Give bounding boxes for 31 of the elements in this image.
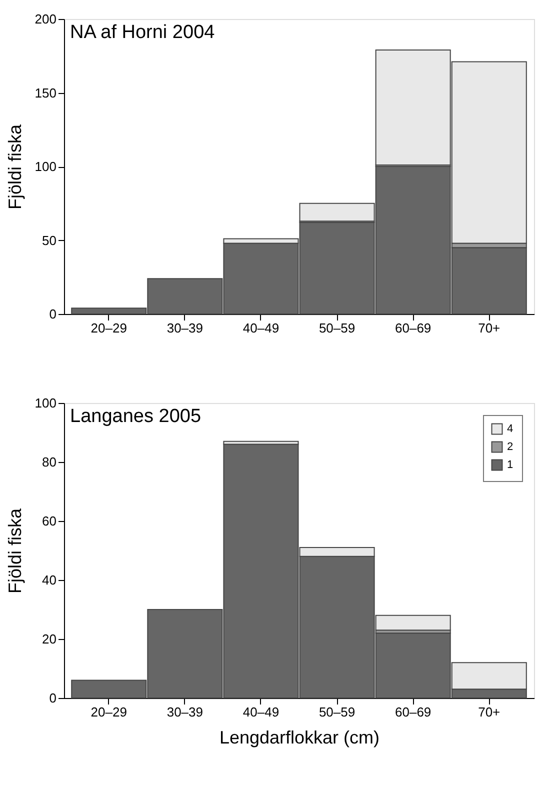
x-tick-label: 70+ <box>478 320 500 336</box>
y-axis-title: Fjöldi fiska <box>4 508 25 594</box>
legend-label: 1 <box>507 459 514 471</box>
x-tick-label: 40–49 <box>242 320 280 336</box>
y-tick-label: 100 <box>34 159 56 174</box>
legend-label: 4 <box>507 423 514 435</box>
x-tick-label: 50–59 <box>318 704 356 720</box>
y-tick-label: 100 <box>34 396 56 410</box>
y-tick-label: 20 <box>42 632 56 646</box>
y-axis-title: Fjöldi fiska <box>4 124 25 210</box>
x-tick-label: 50–59 <box>318 320 356 336</box>
y-tick-label: 150 <box>34 85 56 100</box>
chart-title: Langanes 2005 <box>70 406 202 427</box>
y-tick-label: 0 <box>49 306 56 322</box>
x-tick-label: 60–69 <box>395 704 432 720</box>
y-tick-label: 80 <box>42 454 56 470</box>
x-tick-label: 30–39 <box>166 704 203 720</box>
x-tick-label: 40–49 <box>242 704 280 720</box>
y-tick-label: 40 <box>42 572 56 588</box>
x-tick-label: 20–29 <box>90 704 127 720</box>
x-axis-title: Lengdarflokkar (cm) <box>219 728 380 748</box>
x-tick-label: 70+ <box>478 704 500 720</box>
x-tick-label: 20–29 <box>90 320 127 336</box>
y-tick-label: 200 <box>34 12 56 26</box>
y-tick-label: 0 <box>49 690 56 706</box>
y-tick-label: 50 <box>42 232 56 248</box>
y-tick-label: 60 <box>42 514 56 528</box>
chart-title: NA af Horni 2004 <box>70 22 216 43</box>
x-tick-label: 60–69 <box>395 320 432 336</box>
legend-label: 2 <box>507 441 514 453</box>
x-tick-label: 30–39 <box>166 320 203 336</box>
